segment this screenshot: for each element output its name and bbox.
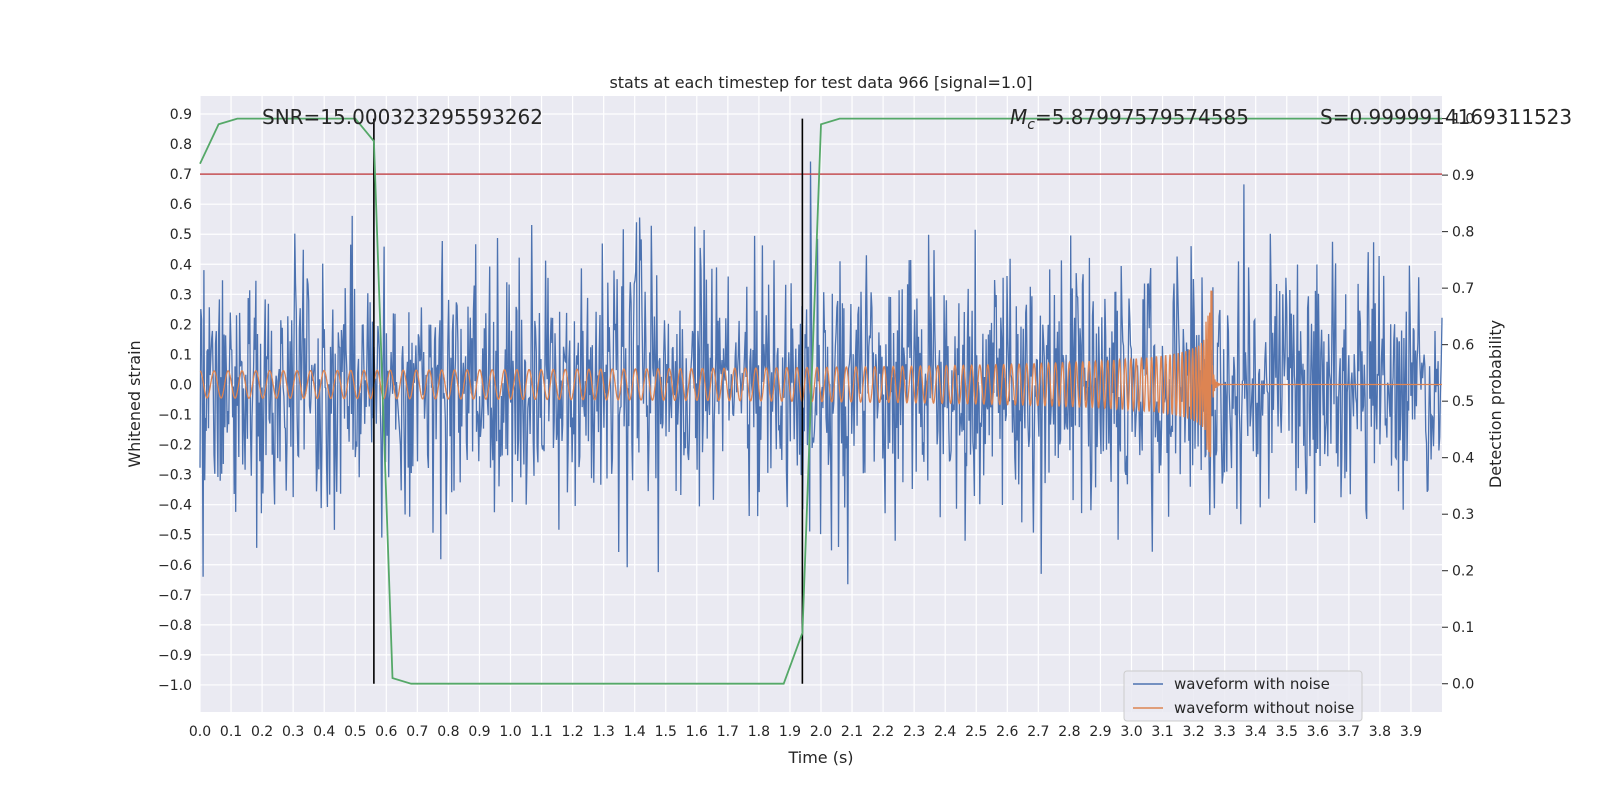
y-right-tick-label: 0.1 xyxy=(1452,620,1474,636)
x-tick-label: 3.7 xyxy=(1338,724,1360,740)
x-tick-label: 1.1 xyxy=(530,724,552,740)
x-tick-label: 1.5 xyxy=(655,724,677,740)
y-right-tick-label: 0.2 xyxy=(1452,564,1474,580)
x-tick-label: 2.6 xyxy=(996,724,1018,740)
x-tick-label: 2.2 xyxy=(872,724,894,740)
y-tick-label: 0.0 xyxy=(170,377,192,393)
x-tick-label: 0.0 xyxy=(189,724,211,740)
y-right-tick-label: 0.6 xyxy=(1452,338,1474,354)
y-right-tick-label: 0.0 xyxy=(1452,677,1474,693)
x-tick-label: 3.0 xyxy=(1120,724,1142,740)
y-tick-label: 0.9 xyxy=(170,107,192,123)
x-tick-label: 1.4 xyxy=(624,724,646,740)
y-tick-label: −0.6 xyxy=(158,558,192,574)
clean-waveform-line xyxy=(199,290,1442,458)
y-right-tick-label: 0.4 xyxy=(1452,451,1474,467)
y-tick-label: 0.5 xyxy=(170,227,192,243)
y-tick-label: −0.7 xyxy=(158,588,192,604)
y-right-tick-label: 0.5 xyxy=(1452,394,1474,410)
overlay xyxy=(199,117,1442,685)
series-layer xyxy=(199,161,1443,585)
y-right-tick-label: 1.0 xyxy=(1452,112,1474,128)
x-tick-label: 0.1 xyxy=(220,724,242,740)
x-tick-label: 3.8 xyxy=(1369,724,1391,740)
x-tick-label: 1.3 xyxy=(593,724,615,740)
significance-annotation: S=0.9999914169311523 xyxy=(1320,105,1572,129)
x-tick-label: 0.5 xyxy=(344,724,366,740)
x-tick-label: 3.6 xyxy=(1307,724,1329,740)
legend: waveform with noise waveform without noi… xyxy=(1123,670,1363,722)
y-tick-label: 0.7 xyxy=(170,167,192,183)
x-tick-label: 0.7 xyxy=(406,724,428,740)
x-tick-label: 2.7 xyxy=(1027,724,1049,740)
chirp-mass-symbol: M xyxy=(1010,105,1027,129)
y-right-tick-label: 0.8 xyxy=(1452,225,1474,241)
x-tick-label: 1.8 xyxy=(748,724,770,740)
legend-label-noise: waveform with noise xyxy=(1174,675,1330,693)
chirp-mass-value: =5.87997579574585 xyxy=(1035,105,1249,129)
x-tick-label: 0.4 xyxy=(313,724,335,740)
chirp-mass-subscript: c xyxy=(1027,117,1035,133)
y-right-tick-label: 0.9 xyxy=(1452,168,1474,184)
y-tick-label: −0.9 xyxy=(158,648,192,664)
x-tick-label: 2.4 xyxy=(934,724,956,740)
y-tick-label: 0.2 xyxy=(170,317,192,333)
y-tick-label: −0.3 xyxy=(158,468,192,484)
x-tick-label: 3.1 xyxy=(1151,724,1173,740)
x-tick-label: 2.3 xyxy=(903,724,925,740)
y-right-tick-label: 0.7 xyxy=(1452,281,1474,297)
x-tick-label: 0.6 xyxy=(375,724,397,740)
x-tick-label: 1.2 xyxy=(561,724,583,740)
x-tick-label: 1.7 xyxy=(717,724,739,740)
x-tick-label: 0.2 xyxy=(251,724,273,740)
y-tick-label: 0.4 xyxy=(170,257,192,273)
y-tick-label: −0.5 xyxy=(158,528,192,544)
y-right-tick-label: 0.3 xyxy=(1452,507,1474,523)
x-tick-label: 2.9 xyxy=(1089,724,1111,740)
chirp-mass-annotation: Mc=5.87997579574585 xyxy=(1010,105,1249,133)
y-tick-label: 0.1 xyxy=(170,347,192,363)
y-tick-label: 0.3 xyxy=(170,287,192,303)
x-tick-label: 1.9 xyxy=(779,724,801,740)
legend-box xyxy=(1123,670,1363,722)
y-axis-label: Whitened strain xyxy=(125,340,144,467)
x-tick-label: 2.8 xyxy=(1058,724,1080,740)
x-tick-label: 3.4 xyxy=(1245,724,1267,740)
x-tick-label: 2.0 xyxy=(810,724,832,740)
y-tick-label: −1.0 xyxy=(158,678,192,694)
y-tick-label: −0.1 xyxy=(158,408,192,424)
x-tick-label: 0.8 xyxy=(437,724,459,740)
x-tick-label: 2.1 xyxy=(841,724,863,740)
y-tick-label: −0.4 xyxy=(158,498,192,514)
axes: 0.0 0.1 0.2 0.3 0.4 0.5 0.6 0.7 0.8 0.9 1.0 1.1 1.2 1… xyxy=(158,107,1474,740)
x-tick-label: 3.9 xyxy=(1400,724,1422,740)
y-right-axis-label: Detection probability xyxy=(1486,320,1505,488)
x-tick-label: 3.2 xyxy=(1182,724,1204,740)
chart-title: stats at each timestep for test data 966… xyxy=(609,73,1032,92)
x-tick-label: 0.9 xyxy=(468,724,490,740)
x-axis-label: Time (s) xyxy=(787,748,853,767)
x-tick-label: 1.6 xyxy=(686,724,708,740)
x-tick-label: 2.5 xyxy=(965,724,987,740)
y-tick-label: −0.8 xyxy=(158,618,192,634)
detection-probability-line xyxy=(199,117,1442,685)
y-tick-label: 0.6 xyxy=(170,197,192,213)
snr-annotation: SNR=15.000323295593262 xyxy=(262,105,543,129)
x-tick-label: 3.5 xyxy=(1276,724,1298,740)
noisy-waveform-line xyxy=(199,161,1443,585)
y-tick-label: −0.2 xyxy=(158,438,192,454)
x-tick-label: 0.3 xyxy=(282,724,304,740)
x-tick-label: 1.0 xyxy=(499,724,521,740)
legend-label-clean: waveform without noise xyxy=(1174,699,1354,717)
x-tick-label: 3.3 xyxy=(1214,724,1236,740)
y-tick-label: 0.8 xyxy=(170,137,192,153)
